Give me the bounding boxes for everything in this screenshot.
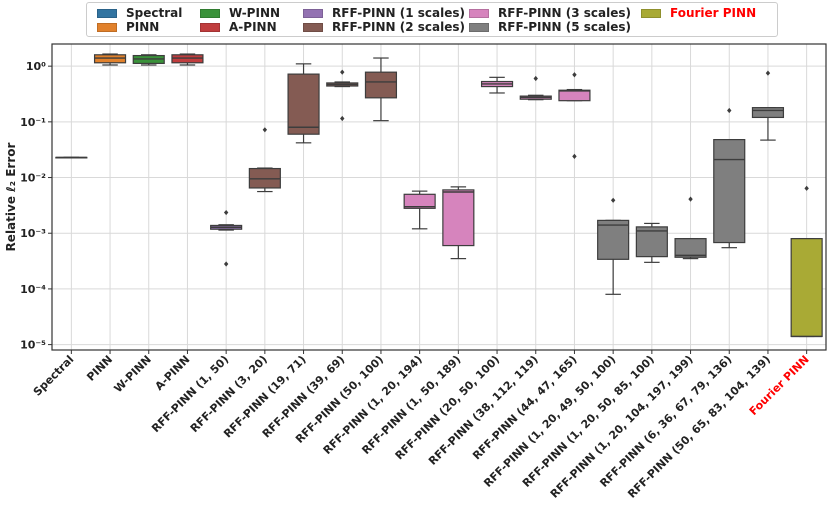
box-14 xyxy=(597,219,630,295)
box-13 xyxy=(558,88,591,102)
box-body xyxy=(171,54,204,64)
x-tick-label: RFF-PINN (1, 20, 104, 197, 199) xyxy=(548,353,696,501)
legend-swatch xyxy=(469,8,489,18)
legend-entry: Fourier PINN xyxy=(641,6,761,20)
box-2 xyxy=(132,54,165,66)
x-tick-label: Spectral xyxy=(31,353,77,399)
box-body xyxy=(751,107,785,119)
outlier-point xyxy=(223,261,229,267)
y-tick-label: 10⁻⁴ xyxy=(20,283,46,296)
outlier-point xyxy=(340,115,345,122)
box-0 xyxy=(55,156,88,159)
boxes xyxy=(55,53,823,338)
legend-label: RFF-PINN (1 scales) xyxy=(332,6,466,20)
box-body xyxy=(674,238,707,258)
legend-swatch xyxy=(200,22,220,32)
outlier-point xyxy=(533,75,538,82)
outlier-point xyxy=(262,127,268,133)
box-body xyxy=(93,54,127,64)
legend-swatch xyxy=(303,22,323,32)
plot-border xyxy=(51,43,827,351)
outlier-point xyxy=(223,209,229,216)
x-tick-label: RFF-PINN (50, 65, 83, 104, 139) xyxy=(625,353,773,501)
outlier-point xyxy=(340,69,345,75)
box-body xyxy=(287,73,320,135)
box-body xyxy=(635,226,668,258)
legend-entry: RFF-PINN (3 scales) xyxy=(469,6,641,20)
box-body xyxy=(364,71,398,99)
box-6 xyxy=(287,63,320,144)
legend-entry: Spectral xyxy=(97,6,200,20)
legend-label: PINN xyxy=(126,20,160,34)
legend-entry: W-PINN xyxy=(200,6,303,20)
legend-label: RFF-PINN (2 scales) xyxy=(332,20,466,34)
box-12 xyxy=(519,94,552,101)
legend-entry: A-PINN xyxy=(200,20,303,34)
box-15 xyxy=(635,222,668,263)
grid-lines xyxy=(52,44,826,350)
legend-label: W-PINN xyxy=(229,6,281,20)
box-9 xyxy=(403,190,436,230)
legend-swatch xyxy=(469,22,489,32)
box-5 xyxy=(248,167,281,193)
box-10 xyxy=(442,186,475,260)
outlier-point xyxy=(610,197,616,203)
x-tick-label: A-PINN xyxy=(153,353,193,393)
legend-label: RFF-PINN (5 scales) xyxy=(498,20,632,34)
box-body xyxy=(403,193,436,209)
legend-entry: RFF-PINN (1 scales) xyxy=(303,6,469,20)
box-body xyxy=(790,238,823,338)
box-11 xyxy=(480,76,514,94)
box-16 xyxy=(674,238,707,260)
box-4 xyxy=(210,224,243,231)
legend-entry: RFF-PINN (5 scales) xyxy=(469,20,641,34)
legend-entry: RFF-PINN (2 scales) xyxy=(303,20,469,34)
y-axis-label: Relative ℓ₂ Error xyxy=(4,142,18,251)
box-8 xyxy=(364,57,398,122)
legend-entry: PINN xyxy=(97,20,200,34)
legend-label: A-PINN xyxy=(229,20,277,34)
outlier-point xyxy=(727,107,732,114)
box-7 xyxy=(326,81,359,88)
box-19 xyxy=(790,238,823,338)
legend-label: RFF-PINN (3 scales) xyxy=(498,6,632,20)
box-3 xyxy=(171,53,204,66)
box-body xyxy=(558,89,591,102)
x-tick-label: W-PINN xyxy=(112,353,154,395)
outlier-point xyxy=(765,70,771,76)
legend-swatch xyxy=(97,8,117,18)
box-17 xyxy=(713,139,746,249)
box-1 xyxy=(93,53,127,66)
outlier-point xyxy=(804,185,809,191)
y-tick-label: 10⁻² xyxy=(20,172,46,185)
y-tick-labels: 10⁰ 10⁻¹ 10⁻² 10⁻³ 10⁻⁴ 10⁻⁵ xyxy=(20,60,52,352)
box-body xyxy=(713,139,746,244)
y-tick-label: 10⁰ xyxy=(26,60,46,73)
legend-swatch xyxy=(303,8,323,18)
legend: Spectral PINN W-PINN A-PINN RFF-PINN (1 scal… xyxy=(86,2,778,37)
outlier-point xyxy=(572,153,577,159)
y-tick-label: 10⁻³ xyxy=(20,227,46,240)
box-18 xyxy=(751,107,785,141)
legend-swatch xyxy=(641,8,661,18)
box-body xyxy=(597,219,630,260)
legend-swatch xyxy=(97,22,117,32)
box-body xyxy=(442,189,475,247)
legend-label: Spectral xyxy=(126,6,183,20)
outlier-point xyxy=(688,196,693,202)
legend-label: Fourier PINN xyxy=(670,6,757,20)
plot-frame xyxy=(52,44,826,350)
y-tick-label: 10⁻¹ xyxy=(20,116,46,129)
outlier-point xyxy=(572,72,577,78)
y-tick-label: 10⁻⁵ xyxy=(20,339,46,352)
legend-swatch xyxy=(200,8,220,18)
outliers xyxy=(223,69,809,267)
x-tick-label: PINN xyxy=(84,353,115,384)
